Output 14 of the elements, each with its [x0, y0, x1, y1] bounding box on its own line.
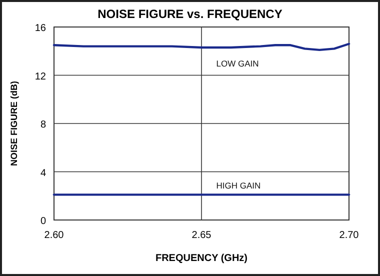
- series-label: HIGH GAIN: [216, 180, 261, 191]
- y-tick-label: 0: [40, 216, 46, 227]
- chart-title: NOISE FIGURE vs. FREQUENCY: [98, 7, 282, 21]
- y-axis-title: NOISE FIGURE (dB): [9, 81, 19, 166]
- x-tick-label: 2.65: [192, 230, 212, 241]
- y-tick-label: 16: [34, 23, 46, 34]
- line-series: [52, 42, 350, 52]
- x-tick-label: 2.60: [44, 230, 64, 241]
- y-tick-label: 12: [34, 71, 46, 82]
- y-tick-label: 4: [40, 168, 46, 179]
- series-label: LOW GAIN: [216, 58, 259, 68]
- x-tick-label: 2.70: [339, 230, 360, 241]
- x-axis-title: FREQUENCY (GHz): [155, 253, 248, 264]
- y-tick-label: 8: [40, 120, 46, 130]
